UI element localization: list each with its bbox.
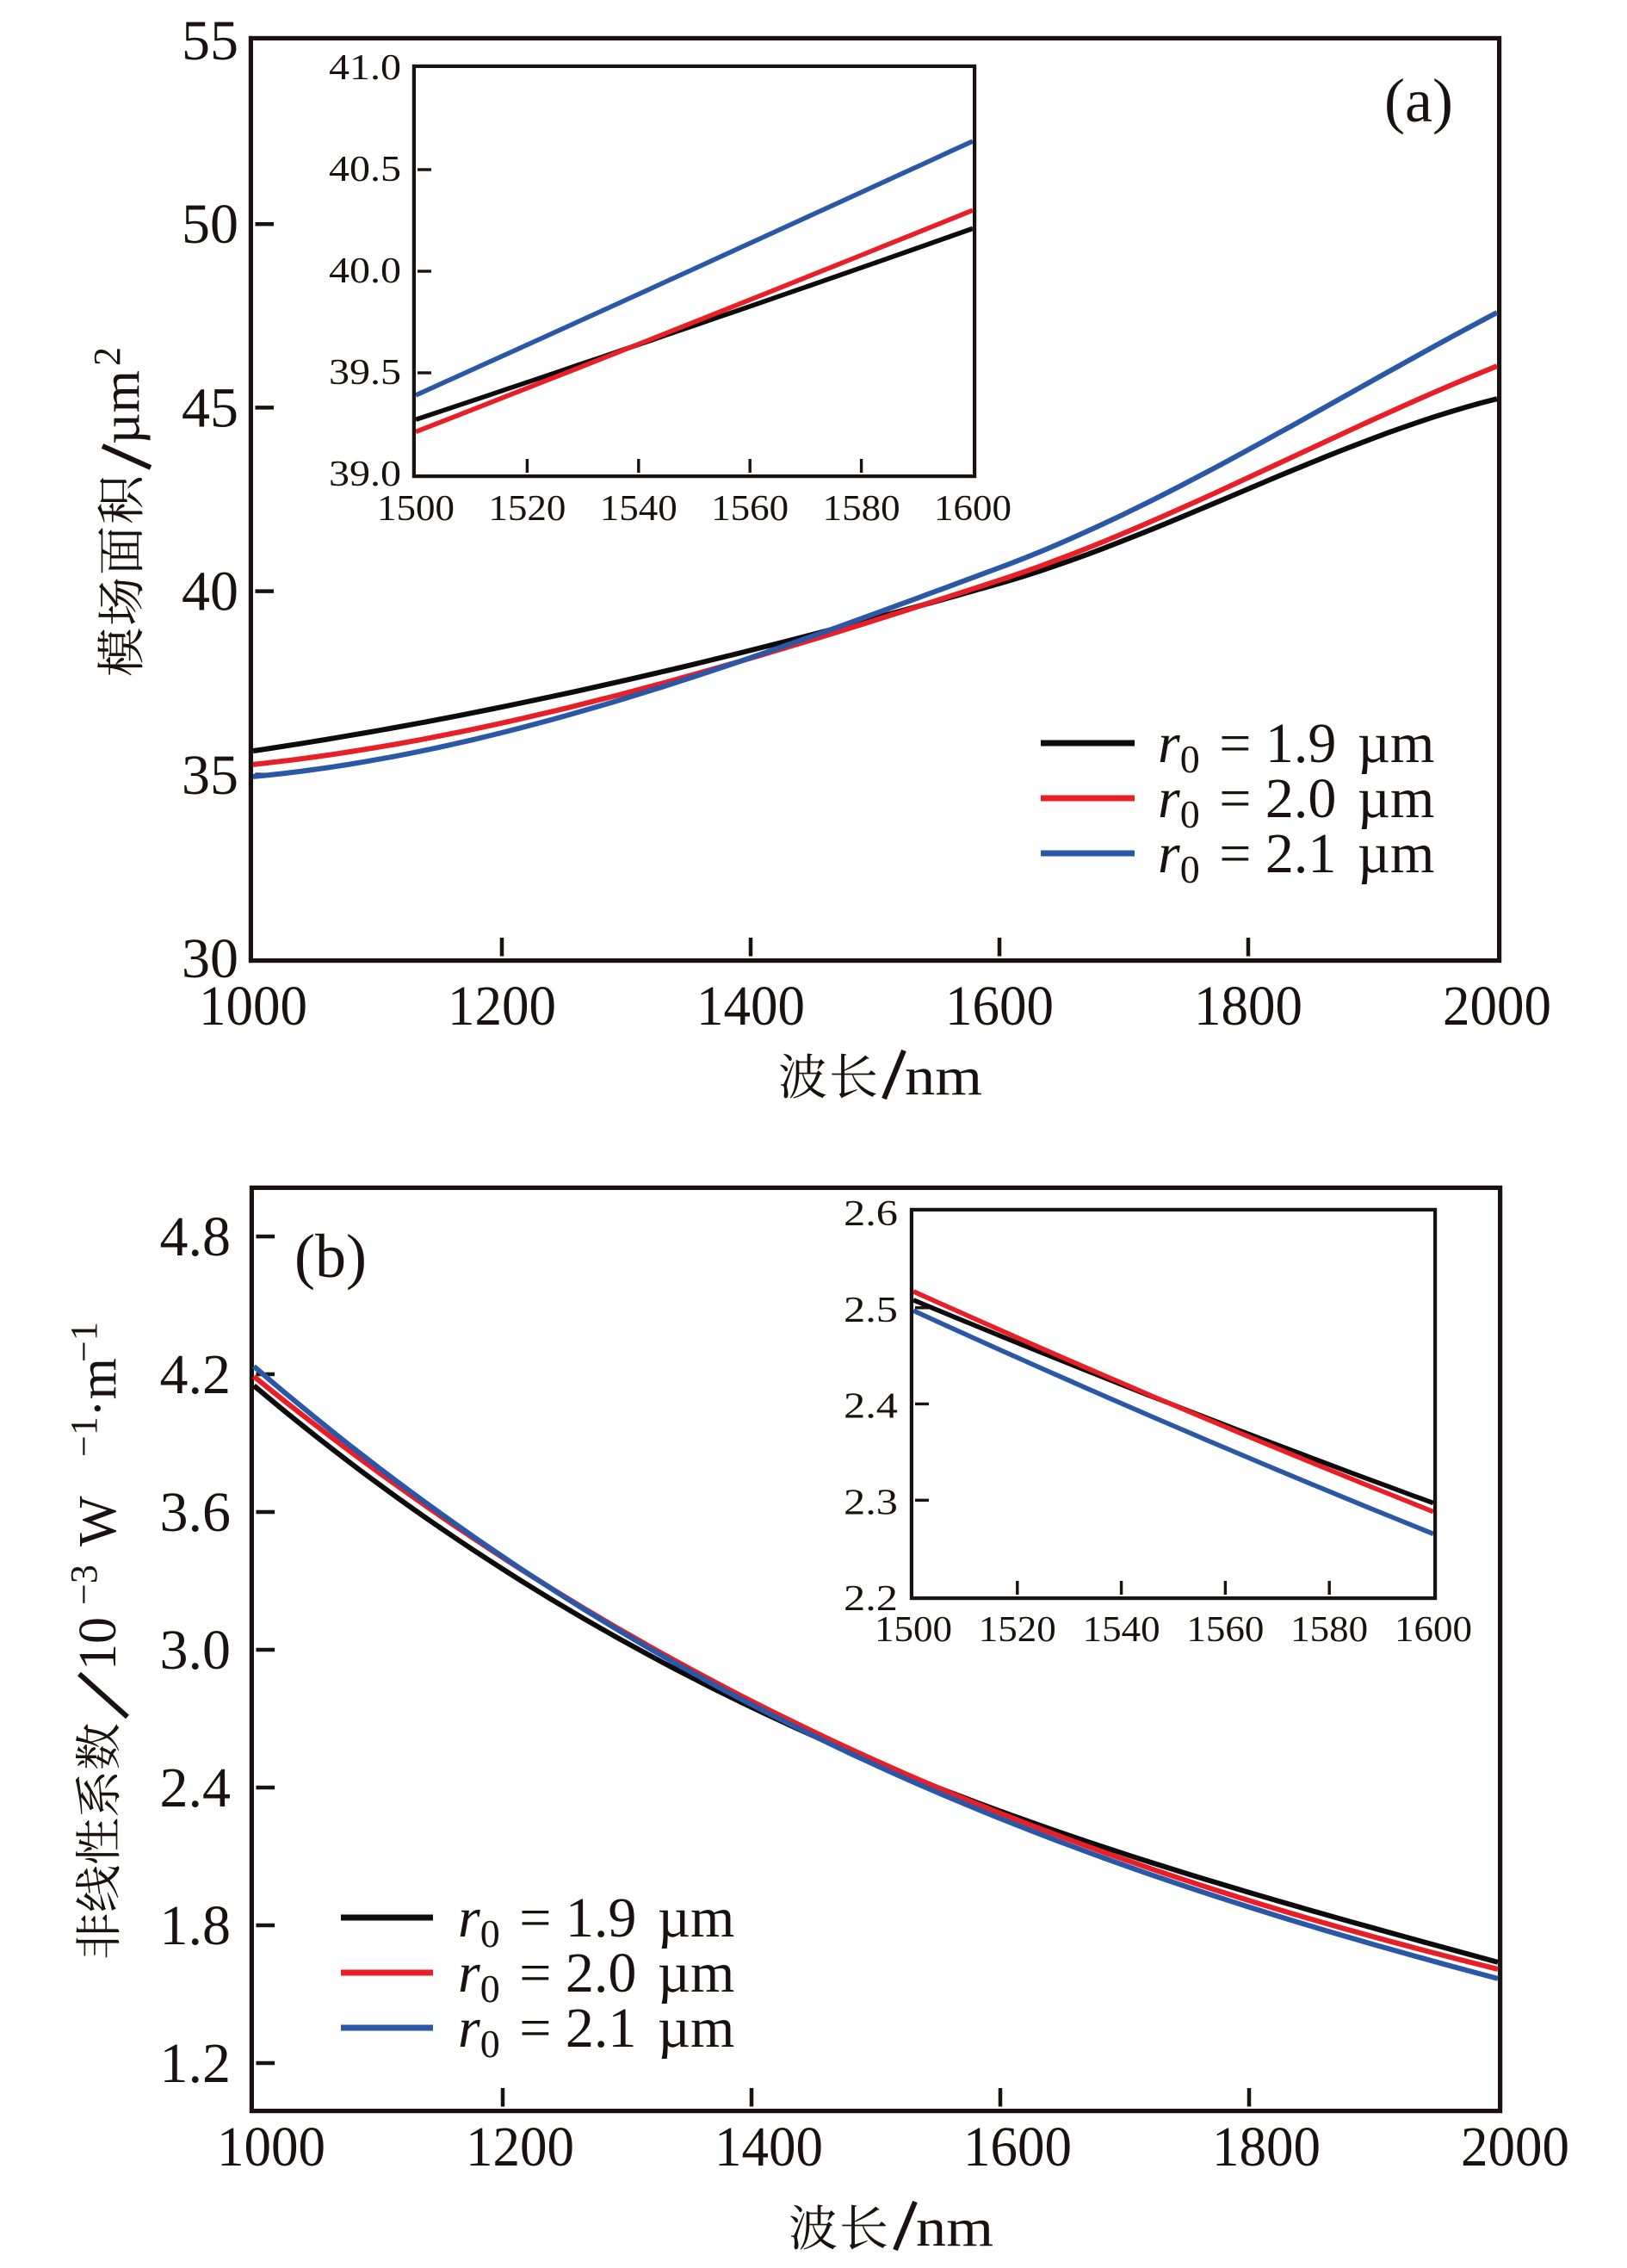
svg-text:1560: 1560: [1186, 1610, 1264, 1650]
svg-text:1800: 1800: [1212, 2116, 1321, 2178]
svg-text:4.2: 4.2: [160, 1343, 232, 1406]
svg-text:1000: 1000: [199, 975, 307, 1038]
svg-text:45: 45: [182, 376, 238, 439]
svg-text:r0 = 2.1 µm: r0 = 2.1 µm: [1158, 822, 1434, 891]
svg-text:41.0: 41.0: [329, 48, 401, 88]
svg-text:1580: 1580: [1290, 1610, 1368, 1650]
svg-text:2.4: 2.4: [844, 1387, 898, 1427]
svg-text:30: 30: [182, 927, 238, 990]
svg-text:2.5: 2.5: [844, 1291, 898, 1330]
svg-text:55: 55: [182, 9, 238, 72]
svg-text:2.6: 2.6: [844, 1194, 898, 1234]
svg-text:1400: 1400: [696, 975, 805, 1038]
svg-text:−3: −3: [63, 1565, 105, 1605]
svg-text:·m: ·m: [69, 1358, 127, 1417]
svg-text:1400: 1400: [715, 2116, 823, 2178]
svg-text:1560: 1560: [711, 489, 789, 529]
svg-text:35: 35: [182, 744, 238, 807]
svg-text:−1: −1: [63, 1322, 105, 1362]
svg-text:2000: 2000: [1443, 975, 1551, 1038]
svg-text:r0 = 2.1 µm: r0 = 2.1 µm: [458, 1997, 734, 2066]
svg-text:r0 = 1.9 µm: r0 = 1.9 µm: [1158, 712, 1434, 781]
svg-text:1000: 1000: [217, 2116, 325, 2178]
svg-text:1540: 1540: [600, 489, 677, 529]
svg-text:1.2: 1.2: [160, 2032, 232, 2095]
svg-text:4.8: 4.8: [160, 1205, 232, 1268]
svg-text:1540: 1540: [1083, 1610, 1160, 1650]
svg-text:r0 = 2.0 µm: r0 = 2.0 µm: [1158, 767, 1434, 836]
svg-text:50: 50: [182, 193, 238, 256]
svg-text:2.4: 2.4: [160, 1757, 232, 1819]
svg-text:(b): (b): [294, 1222, 367, 1291]
svg-text:2.3: 2.3: [844, 1483, 898, 1522]
svg-text:3.6: 3.6: [160, 1481, 232, 1544]
svg-text:1.8: 1.8: [160, 1894, 232, 1957]
svg-text:1200: 1200: [466, 2116, 574, 2178]
svg-text:1580: 1580: [823, 489, 900, 529]
svg-text:40.0: 40.0: [329, 251, 401, 291]
svg-text:1800: 1800: [1194, 975, 1302, 1038]
svg-text:1600: 1600: [945, 975, 1054, 1038]
svg-text:1520: 1520: [979, 1610, 1056, 1650]
svg-text:1500: 1500: [377, 489, 455, 529]
svg-text:(a): (a): [1384, 66, 1453, 135]
svg-text:2.2: 2.2: [844, 1579, 898, 1619]
svg-text:−1: −1: [63, 1416, 105, 1457]
svg-text:r0 = 2.0 µm: r0 = 2.0 µm: [458, 1942, 734, 2011]
svg-text:µm: µm: [92, 370, 151, 444]
svg-text:W: W: [69, 1496, 127, 1546]
svg-text:1600: 1600: [1395, 1610, 1472, 1650]
svg-text:1500: 1500: [875, 1610, 952, 1650]
svg-text:40: 40: [182, 561, 238, 623]
svg-text:1600: 1600: [963, 2116, 1072, 2178]
svg-text:1520: 1520: [488, 489, 566, 529]
svg-text:10: 10: [69, 1617, 127, 1670]
svg-text:2000: 2000: [1461, 2116, 1569, 2178]
svg-text:nm: nm: [916, 2199, 993, 2258]
svg-text:nm: nm: [905, 1048, 982, 1106]
svg-text:3.0: 3.0: [160, 1619, 232, 1682]
svg-text:39.5: 39.5: [329, 353, 401, 393]
svg-text:1200: 1200: [448, 975, 556, 1038]
svg-text:r0 = 1.9 µm: r0 = 1.9 µm: [458, 1887, 734, 1955]
svg-text:40.5: 40.5: [329, 150, 401, 189]
svg-text:39.0: 39.0: [329, 455, 401, 494]
svg-text:2: 2: [86, 347, 128, 366]
svg-text:1600: 1600: [934, 489, 1011, 529]
